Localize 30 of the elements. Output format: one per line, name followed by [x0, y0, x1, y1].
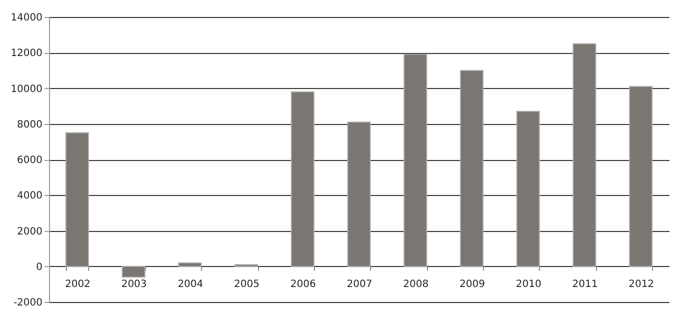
y-tick-label: 6000: [17, 155, 42, 166]
x-tick-label: 2006: [290, 278, 316, 290]
y-tick-label: 8000: [17, 119, 42, 130]
bar: [460, 70, 484, 267]
bar: [404, 54, 428, 267]
y-tick-label: -2000: [13, 298, 42, 308]
bar: [572, 43, 596, 267]
bar: [290, 91, 314, 267]
bar: [65, 132, 89, 267]
y-tick-label: 2000: [17, 226, 42, 238]
y-tick-label: 4000: [17, 190, 42, 202]
y-tick-label: 12000: [10, 48, 42, 60]
bar: [122, 266, 146, 278]
x-tick-label: 2004: [178, 278, 204, 290]
x-tick-label: 2007: [346, 278, 372, 290]
bar: [178, 262, 202, 267]
x-tick-label: 2009: [460, 278, 485, 290]
bar: [516, 110, 540, 267]
bar: [629, 86, 653, 267]
y-tick-label: 10000: [10, 84, 42, 95]
x-tick-label: 2002: [64, 278, 90, 290]
bar: [347, 122, 371, 267]
y-tick-label: 0: [36, 262, 42, 273]
x-tick-label: 2012: [628, 278, 654, 290]
x-tick-label: 2011: [572, 278, 598, 290]
x-tick-label: 2005: [234, 278, 260, 290]
x-tick-label: 2010: [516, 278, 542, 290]
x-tick-label: 2008: [403, 278, 429, 290]
y-tick-label: 14000: [10, 12, 42, 24]
x-tick-label: 2003: [121, 278, 147, 290]
